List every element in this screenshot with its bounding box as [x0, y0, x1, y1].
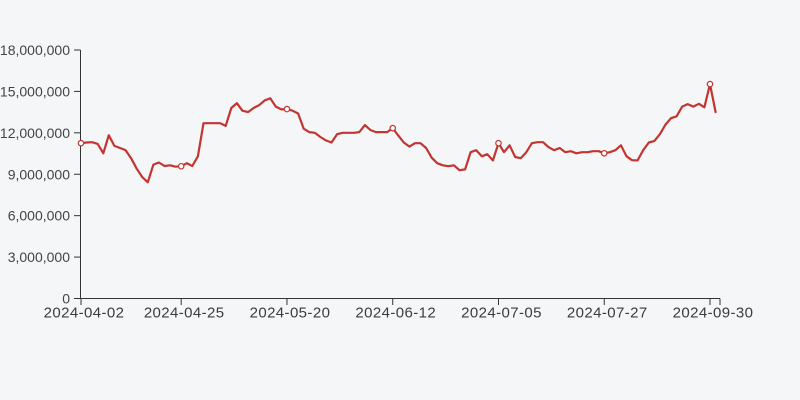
data-point-marker: [706, 80, 714, 88]
data-point-marker: [389, 124, 397, 132]
y-axis: 0 3,000,000 6,000,000 9,000,000 12,000,000 15…: [0, 42, 81, 307]
y-tick-label: 12,000,000: [0, 125, 70, 141]
y-tick-label: 18,000,000: [0, 42, 70, 58]
data-point-marker: [495, 139, 502, 147]
x-tick-label: 2024-07-05: [461, 305, 542, 322]
y-tick-label: 6,000,000: [8, 208, 70, 224]
series-line: [79, 82, 717, 184]
y-tick-label: 9,000,000: [8, 166, 70, 182]
x-tick-label: 2024-07-27: [567, 305, 648, 322]
x-tick-label: 2024-09-30: [673, 305, 754, 322]
y-tick-label: 15,000,000: [0, 83, 70, 99]
data-point-marker: [600, 149, 608, 157]
data-point-marker: [77, 139, 85, 147]
data-point-marker: [177, 162, 185, 170]
y-tick-label: 0: [62, 291, 70, 307]
data-series: [77, 80, 717, 184]
x-axis: 2024-04-02 2024-04-25 2024-05-20 2024-06-12…: [44, 298, 754, 322]
x-tick-label: 2024-04-02: [44, 305, 125, 322]
x-tick-label: 2024-06-12: [355, 305, 436, 322]
x-tick-label: 2024-04-25: [144, 305, 225, 322]
data-point-marker: [283, 105, 291, 113]
y-tick-label: 3,000,000: [8, 249, 70, 265]
x-tick-label: 2024-05-20: [250, 305, 331, 322]
